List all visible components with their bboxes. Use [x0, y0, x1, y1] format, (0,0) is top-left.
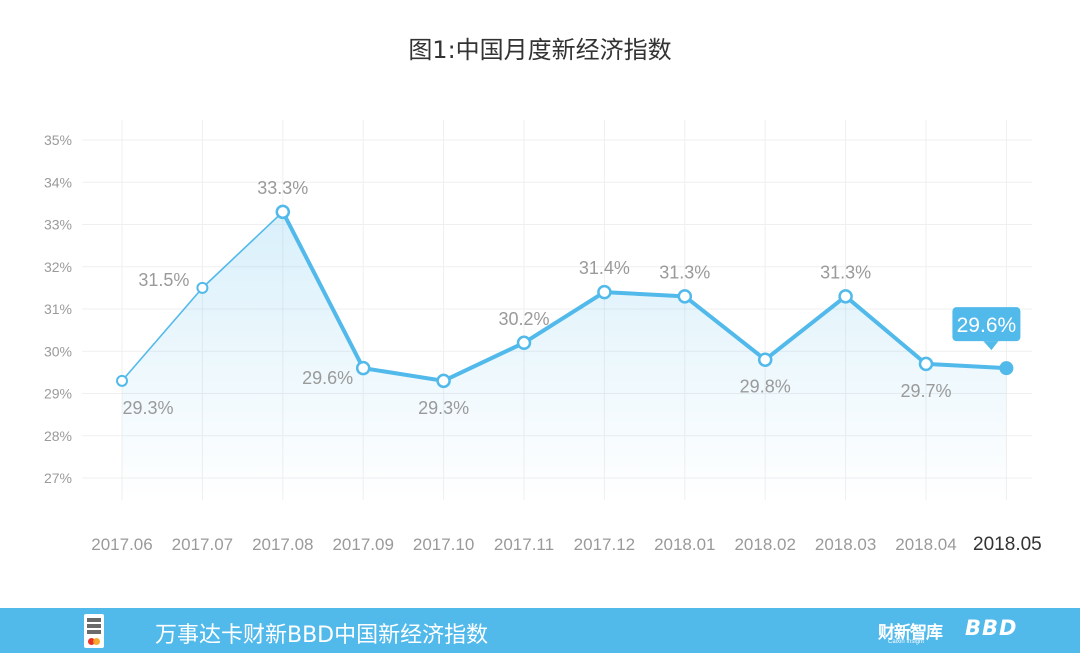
data-label: 31.3%	[659, 262, 710, 282]
line-segment	[682, 294, 768, 362]
data-label: 31.3%	[820, 262, 871, 282]
x-tick-label: 2017.11	[494, 535, 554, 554]
y-tick-label: 35%	[44, 132, 72, 148]
data-point	[999, 361, 1014, 376]
x-tick-label: 2017.09	[332, 535, 393, 554]
line-segment	[361, 366, 446, 383]
highlight-callout: 29.6%	[952, 307, 1021, 351]
data-point	[597, 284, 612, 300]
data-label: 29.6%	[957, 314, 1017, 337]
data-point	[196, 281, 209, 294]
callout-box	[952, 307, 1021, 342]
y-tick-label: 32%	[44, 259, 72, 275]
x-tick-label: 2017.12	[574, 535, 635, 554]
x-axis: 2017.06 2017.07 2017.08 2017.09 2017.10 2017.…	[91, 534, 1041, 555]
line-segment	[522, 290, 607, 345]
data-label: 29.6%	[302, 368, 353, 388]
x-tick-label: 2018.01	[654, 535, 715, 554]
data-point	[275, 204, 291, 220]
x-tick-label: 2018.02	[734, 535, 795, 554]
data-point	[355, 360, 371, 376]
x-tick-label: 2017.07	[172, 535, 233, 554]
series-line	[121, 209, 1009, 383]
data-point	[918, 356, 934, 372]
mastercard-logo-icon	[84, 614, 104, 648]
line-chart: 27%28%29%30%31%32%33%34%35% 2017.06 2017.…	[44, 120, 1042, 555]
data-point	[516, 335, 532, 351]
x-tick-label: 2018.03	[815, 535, 876, 554]
y-tick-label: 27%	[44, 470, 72, 486]
data-label: 29.3%	[122, 398, 173, 418]
line-segment	[602, 290, 687, 299]
line-segment	[924, 361, 1009, 371]
area-fill	[122, 211, 1007, 500]
x-tick-label: 2017.06	[91, 535, 152, 554]
y-tick-label: 28%	[44, 428, 72, 444]
caixin-insight-logo-sub: Caixin Insight	[888, 639, 925, 645]
line-segment	[121, 287, 204, 382]
line-segment	[201, 211, 284, 289]
footer-bar: 万事达卡财新BBD中国新经济指数 财新智库 Caixin Insight BBD	[0, 608, 1080, 653]
callout-pointer	[983, 341, 999, 351]
line-segment	[763, 294, 848, 362]
data-points	[116, 204, 1014, 389]
x-tick-label: 2017.10	[413, 535, 474, 554]
data-point	[677, 289, 693, 304]
x-tick-label: 2018.05	[973, 534, 1042, 555]
data-label: 31.4%	[579, 258, 630, 278]
data-labels: 29.3% 31.5% 33.3% 29.6% 29.3% 30.2% 31.4% 31.3%…	[122, 178, 1021, 418]
data-point	[838, 289, 853, 304]
y-tick-label: 34%	[44, 174, 72, 190]
data-label: 29.3%	[418, 398, 469, 418]
footer-title: 万事达卡财新BBD中国新经济指数	[155, 623, 489, 648]
y-axis: 27% 28% 29% 30% 31% 32% 33% 34% 35%	[44, 132, 72, 486]
data-label: 29.8%	[740, 377, 791, 397]
data-point	[116, 374, 128, 387]
x-tick-label: 2018.04	[895, 535, 956, 554]
x-tick-label: 2017.08	[252, 535, 313, 554]
chart-title: 图1:中国月度新经济指数	[408, 36, 672, 64]
data-label: 29.7%	[900, 381, 951, 401]
line-segment	[441, 340, 526, 383]
y-tick-label: 31%	[44, 301, 72, 317]
bbd-logo: BBD	[965, 616, 1018, 640]
data-label: 31.5%	[138, 270, 189, 290]
line-segment	[843, 294, 928, 366]
data-label: 30.2%	[498, 309, 549, 329]
data-label: 33.3%	[257, 178, 308, 198]
caixin-insight-logo: 财新智库	[878, 623, 943, 643]
y-tick-label: 29%	[44, 386, 72, 402]
y-tick-label: 30%	[44, 343, 72, 359]
data-point	[436, 373, 451, 389]
y-tick-label: 33%	[44, 217, 72, 233]
data-point	[757, 352, 773, 367]
line-segment	[280, 209, 366, 371]
area-path	[122, 211, 1007, 500]
